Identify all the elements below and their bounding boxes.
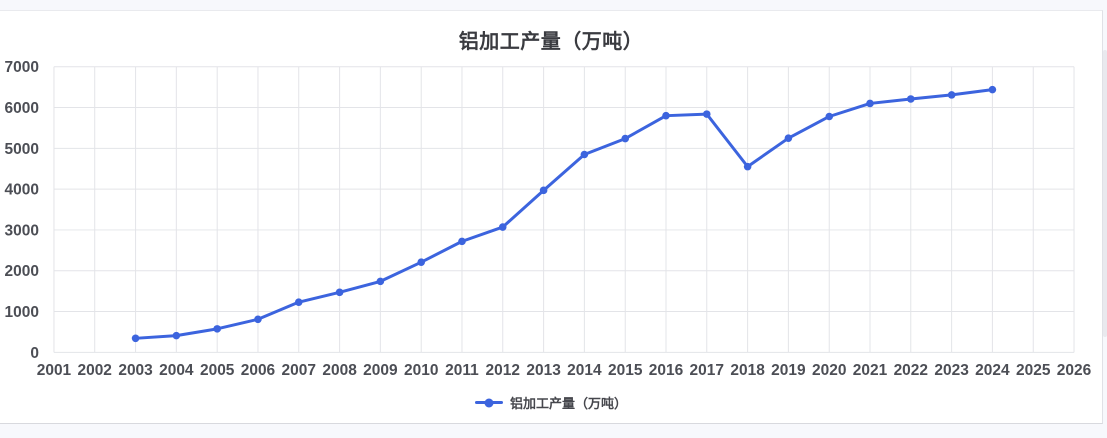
x-tick-label: 2025 <box>1016 362 1051 379</box>
x-tick-label: 2022 <box>894 362 928 379</box>
scrollbar-track <box>1103 0 1107 438</box>
data-point-2015[interactable] <box>621 134 630 143</box>
x-tick-label: 2008 <box>322 362 357 379</box>
x-tick-label: 2018 <box>730 362 765 379</box>
legend-line-marker-icon <box>474 398 503 407</box>
chart-card: 铝加工产量（万吨） 2001 2002 2003 2004 2005 2006 2007 20… <box>0 10 1103 424</box>
data-point-2019[interactable] <box>784 134 793 142</box>
x-tick-label: 2012 <box>486 362 520 379</box>
y-tick-label: 2000 <box>5 263 39 280</box>
x-tick-label: 2006 <box>241 362 276 379</box>
data-point-2013[interactable] <box>539 186 548 195</box>
data-point-2024[interactable] <box>988 85 997 94</box>
y-tick-label: 3000 <box>5 222 39 239</box>
x-tick-label: 2020 <box>812 362 846 379</box>
data-point-2022[interactable] <box>906 95 915 103</box>
x-tick-label: 2014 <box>567 362 602 379</box>
data-point-2006[interactable] <box>254 315 262 324</box>
data-point-2003[interactable] <box>131 334 140 343</box>
data-point-2011[interactable] <box>458 237 466 246</box>
x-tick-label: 2001 <box>37 362 72 379</box>
legend: 铝加工产量（万吨） <box>0 393 1102 412</box>
y-tick-label: 7000 <box>5 59 39 76</box>
data-point-2018[interactable] <box>743 162 752 171</box>
data-point-2021[interactable] <box>866 99 874 108</box>
data-point-2023[interactable] <box>947 91 956 99</box>
y-tick-label: 1000 <box>5 304 39 321</box>
legend-label: 铝加工产量（万吨） <box>509 396 627 411</box>
x-tick-label: 2010 <box>404 362 438 379</box>
data-point-2017[interactable] <box>702 110 711 118</box>
x-tick-label: 2019 <box>771 362 806 379</box>
data-point-2012[interactable] <box>498 223 507 231</box>
chart-title: 铝加工产量（万吨） <box>458 31 644 53</box>
data-point-2014[interactable] <box>580 150 589 159</box>
legend-item[interactable]: 铝加工产量（万吨） <box>474 393 627 412</box>
x-tick-label: 2023 <box>934 362 969 379</box>
data-point-2016[interactable] <box>662 111 670 120</box>
x-tick-label: 2013 <box>526 362 561 379</box>
x-tick-label: 2009 <box>363 362 398 379</box>
data-point-2008[interactable] <box>335 288 344 297</box>
x-tick-label: 2017 <box>690 362 724 379</box>
data-point-2020[interactable] <box>825 112 834 121</box>
data-point-2004[interactable] <box>172 331 181 340</box>
x-tick-label: 2005 <box>200 362 235 379</box>
y-tick-label: 0 <box>30 345 39 362</box>
x-tick-label: 2015 <box>608 362 643 379</box>
x-tick-label: 2007 <box>282 362 316 379</box>
y-tick-label: 4000 <box>5 182 39 199</box>
series-line <box>134 88 994 340</box>
x-tick-label: 2026 <box>1057 362 1092 379</box>
data-point-2009[interactable] <box>376 277 385 286</box>
x-tick-label: 2016 <box>649 362 684 379</box>
x-tick-label: 2024 <box>975 362 1010 379</box>
x-tick-label: 2002 <box>78 362 112 379</box>
data-point-2010[interactable] <box>417 258 426 266</box>
scrollbar-thumb[interactable] <box>1103 50 1107 337</box>
x-tick-label: 2011 <box>445 362 479 379</box>
x-tick-label: 2004 <box>159 362 194 379</box>
legend-dot-icon <box>484 398 494 407</box>
x-tick-label: 2021 <box>853 362 888 379</box>
data-point-2007[interactable] <box>294 298 303 306</box>
data-point-2005[interactable] <box>213 325 221 333</box>
y-tick-label: 5000 <box>5 141 39 158</box>
y-tick-label: 6000 <box>5 100 39 117</box>
x-tick-label: 2003 <box>118 362 153 379</box>
line-chart-canvas[interactable]: 2001 2002 2003 2004 2005 2006 2007 2008 2009 2010… <box>0 11 1102 423</box>
